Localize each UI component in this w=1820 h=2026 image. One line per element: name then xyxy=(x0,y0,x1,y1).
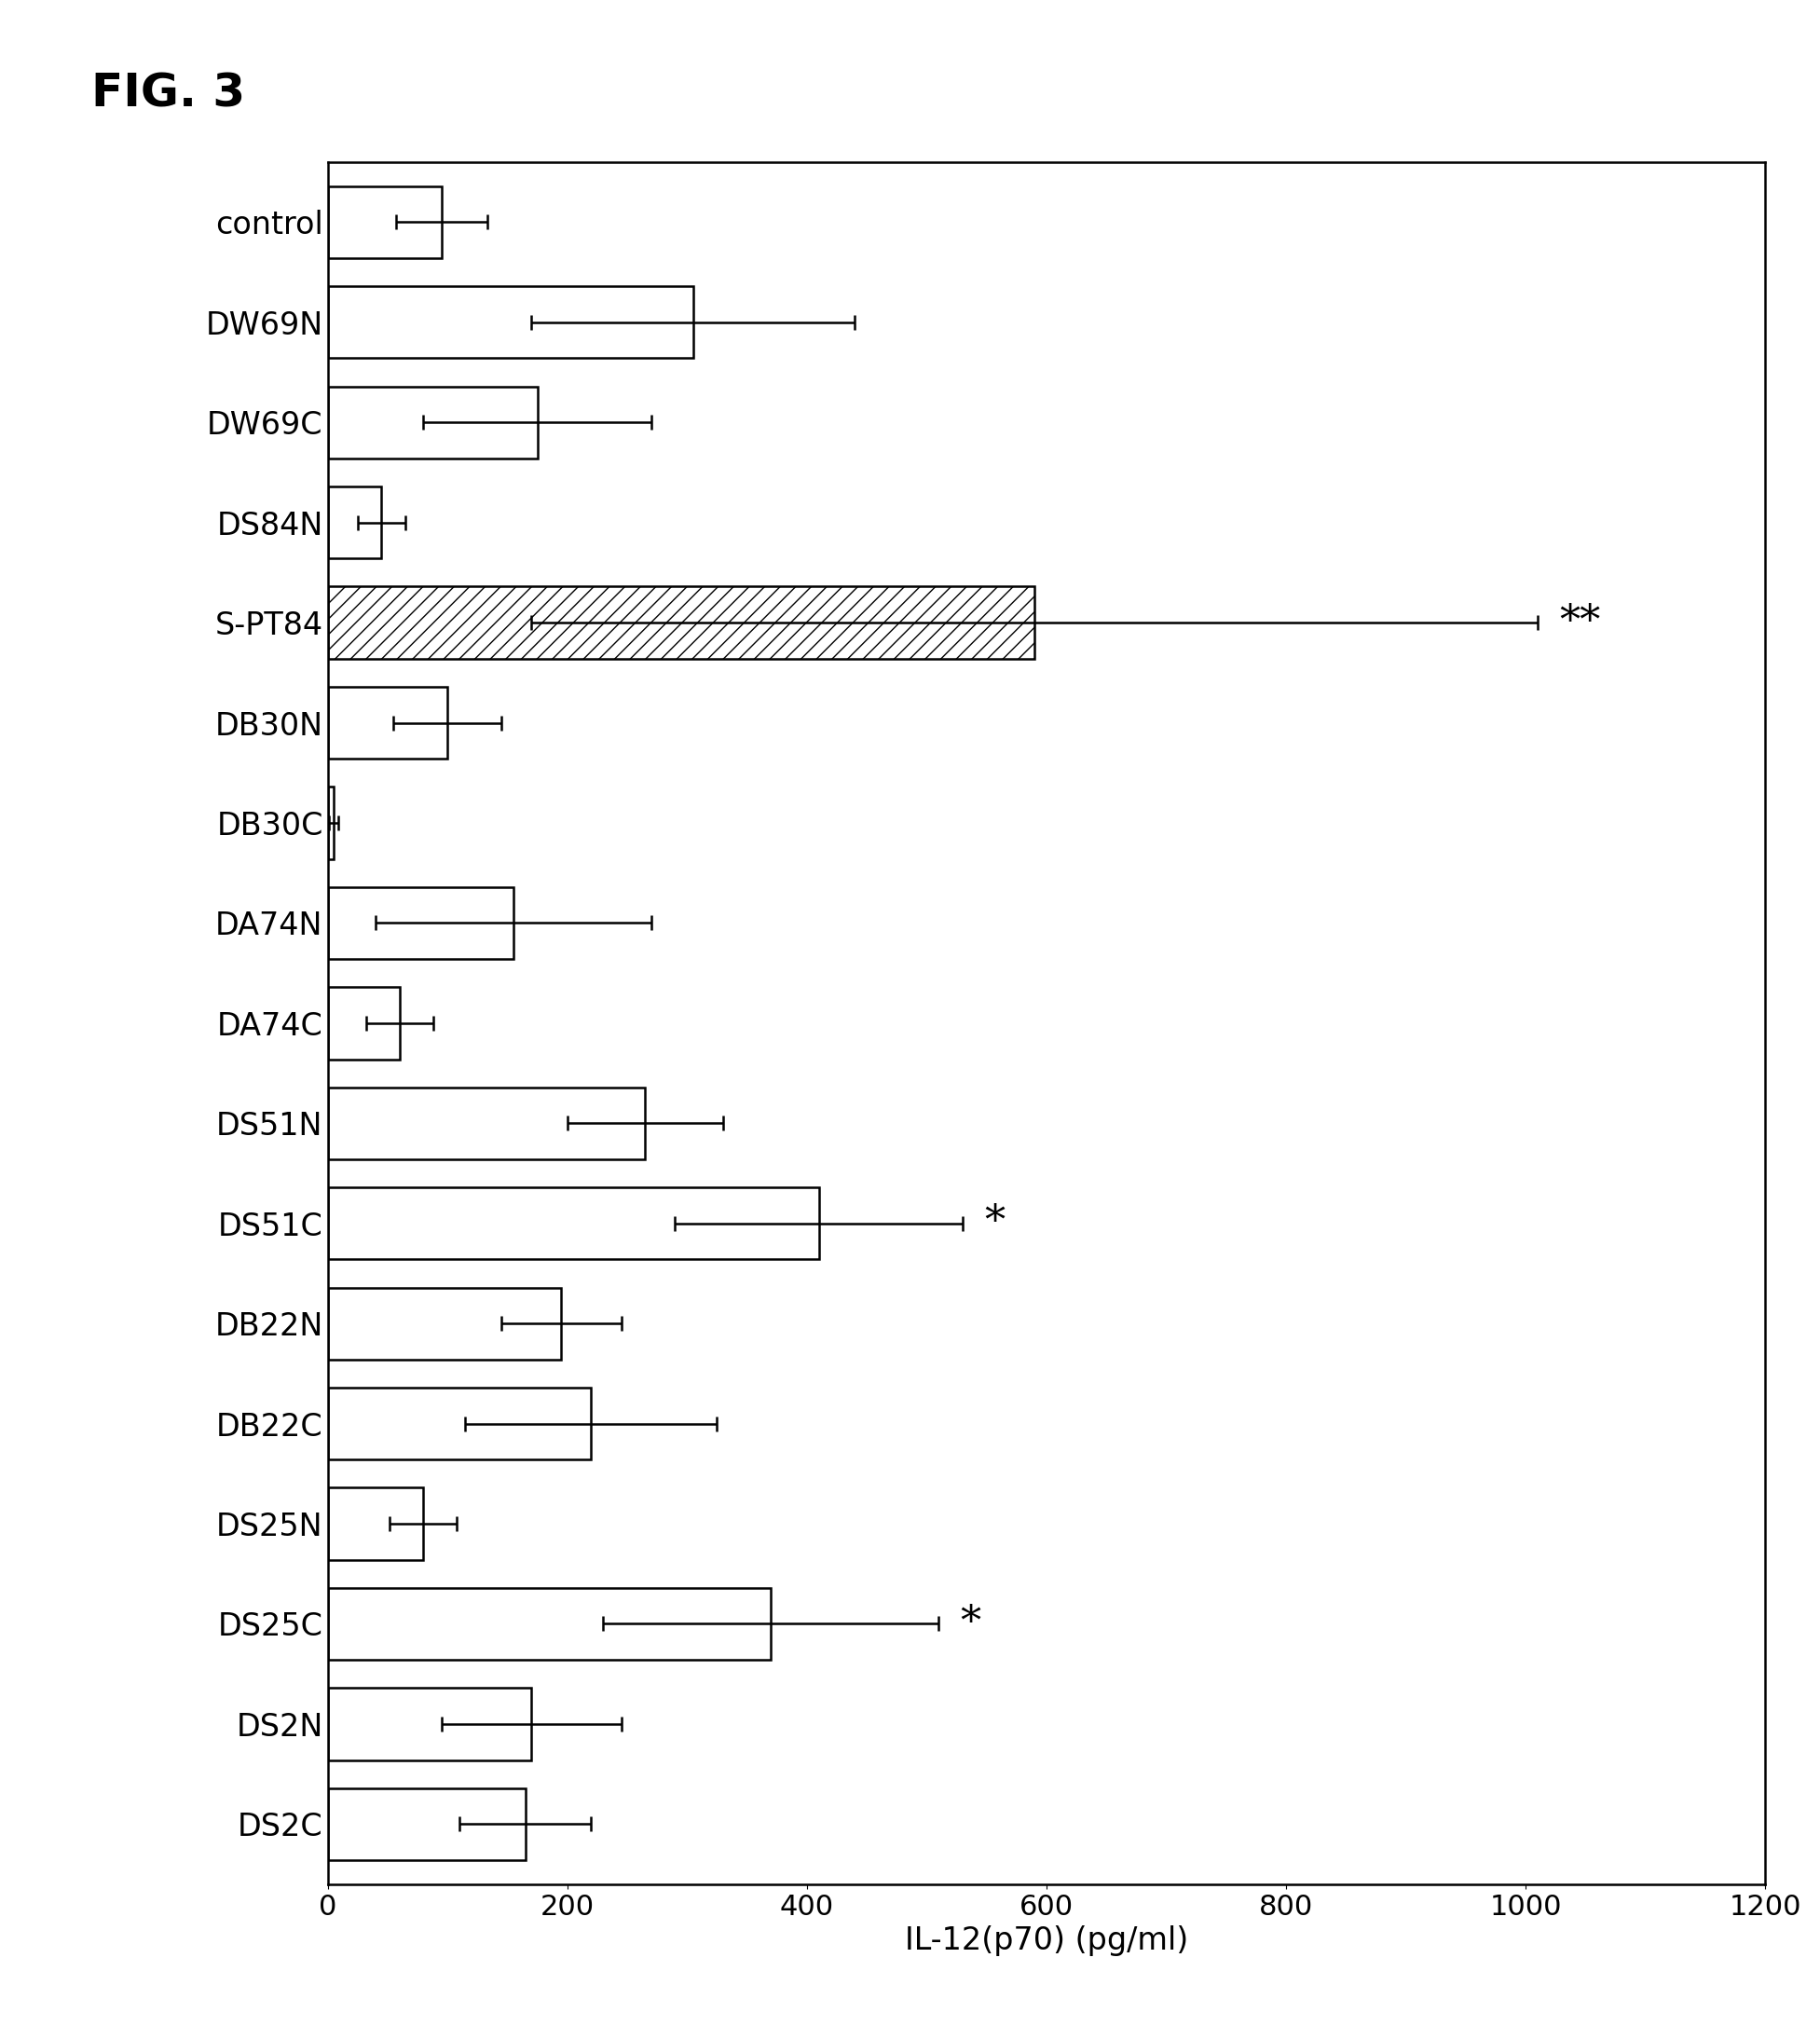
Text: *: * xyxy=(961,1605,981,1643)
Bar xyxy=(328,1588,772,1659)
Bar xyxy=(328,486,382,559)
Bar xyxy=(328,1789,526,1860)
Bar xyxy=(328,1388,592,1459)
Text: FIG. 3: FIG. 3 xyxy=(91,71,246,115)
Bar xyxy=(328,1187,819,1260)
Bar xyxy=(328,1287,561,1359)
Bar xyxy=(328,887,513,958)
Bar xyxy=(328,387,537,458)
X-axis label: IL-12(p70) (pg/ml): IL-12(p70) (pg/ml) xyxy=(905,1925,1188,1957)
Bar xyxy=(328,786,333,859)
Bar xyxy=(328,286,693,359)
Text: *: * xyxy=(985,1203,1005,1244)
Bar xyxy=(328,1088,644,1159)
Bar xyxy=(328,1487,424,1560)
Bar xyxy=(328,987,400,1060)
Bar xyxy=(328,186,442,257)
Bar xyxy=(328,687,448,760)
Text: **: ** xyxy=(1560,602,1600,642)
Bar xyxy=(328,1688,531,1761)
Bar xyxy=(328,588,1034,658)
